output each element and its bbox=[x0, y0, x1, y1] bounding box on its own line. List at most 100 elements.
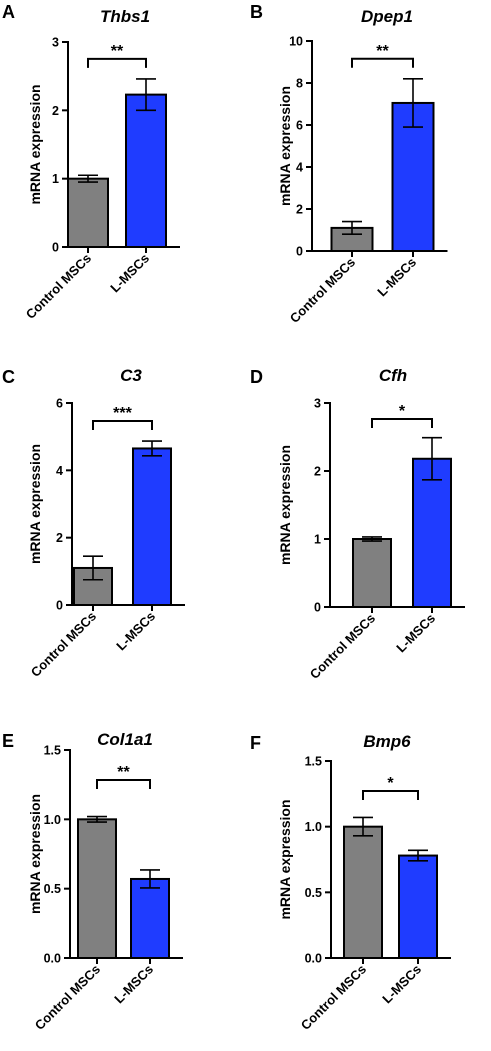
significance-bracket bbox=[87, 57, 147, 68]
y-tick-label: 0.0 bbox=[305, 952, 322, 966]
y-tick-label: 8 bbox=[296, 77, 303, 91]
error-bar-control-mscs bbox=[78, 174, 98, 183]
significance-bracket bbox=[371, 418, 433, 428]
panel-letter: B bbox=[250, 2, 263, 22]
category-label-control-mscs: Control MSCs bbox=[298, 962, 369, 1033]
panel-c3: C C3 mRNA expression 0 2 4 6 Control MSCs L-MSCs… bbox=[2, 366, 185, 680]
category-label-l-mscs: L-MSCs bbox=[393, 611, 438, 656]
y-tick-label: 0 bbox=[314, 601, 321, 615]
panel-letter: D bbox=[250, 367, 263, 387]
y-tick-label: 0.5 bbox=[44, 882, 61, 896]
error-bar-l-mscs bbox=[408, 849, 428, 862]
panel-col1a1: E Col1a1 mRNA expression 0.0 0.5 1.0 1.5 Contro… bbox=[2, 730, 183, 1033]
error-bar-control-mscs bbox=[83, 555, 103, 581]
y-tick-label: 0 bbox=[52, 241, 59, 255]
y-tick-label: 1.5 bbox=[44, 744, 61, 758]
chart-title: Bmp6 bbox=[363, 732, 411, 751]
y-axis-label: mRNA expression bbox=[277, 86, 293, 206]
significance-label: * bbox=[399, 403, 406, 420]
y-tick-label: 6 bbox=[296, 119, 303, 133]
error-bar-l-mscs bbox=[403, 78, 423, 128]
significance-label: ** bbox=[117, 764, 130, 781]
error-bar-l-mscs bbox=[142, 440, 162, 457]
significance-label: ** bbox=[111, 43, 124, 60]
panel-bmp6: F Bmp6 mRNA expression 0.0 0.5 1.0 1.5 Control … bbox=[250, 732, 451, 1033]
panel-letter: C bbox=[2, 367, 15, 387]
category-label-l-mscs: L-MSCs bbox=[111, 962, 156, 1007]
y-axis-label: mRNA expression bbox=[27, 794, 43, 914]
y-tick-label: 2 bbox=[296, 203, 303, 217]
bar-l-mscs bbox=[132, 447, 172, 607]
y-tick-label: 1.5 bbox=[305, 755, 322, 769]
bar-l-mscs bbox=[398, 854, 438, 959]
y-tick-label: 6 bbox=[56, 397, 63, 411]
bracket-line bbox=[92, 420, 153, 431]
y-tick-label: 3 bbox=[52, 36, 59, 50]
panel-cfh: D Cfh mRNA expression 0 1 2 3 Control MSCs L-MSC… bbox=[250, 366, 465, 682]
bar-control-mscs bbox=[352, 538, 392, 608]
y-tick-label: 1.0 bbox=[44, 813, 61, 827]
bar-control-mscs bbox=[67, 177, 109, 249]
y-tick-label: 0 bbox=[56, 599, 63, 613]
bar-l-mscs bbox=[130, 877, 170, 960]
y-tick-label: 10 bbox=[289, 35, 303, 49]
y-tick-label: 1 bbox=[314, 533, 321, 547]
category-label-control-mscs: Control MSCs bbox=[287, 255, 358, 326]
category-label-control-mscs: Control MSCs bbox=[28, 609, 99, 680]
chart-title: Thbs1 bbox=[100, 7, 150, 26]
error-bar-control-mscs bbox=[342, 220, 362, 235]
error-bar-control-mscs bbox=[87, 815, 107, 823]
error-bar-control-mscs bbox=[353, 816, 373, 837]
category-label-control-mscs: Control MSCs bbox=[32, 962, 103, 1033]
category-label-l-mscs: L-MSCs bbox=[113, 609, 158, 654]
panel-letter: E bbox=[2, 731, 14, 751]
significance-bracket bbox=[96, 779, 151, 789]
bar-control-mscs bbox=[343, 825, 383, 960]
y-axis-label: mRNA expression bbox=[277, 445, 293, 565]
y-axis-label: mRNA expression bbox=[27, 444, 43, 564]
category-label-control-mscs: Control MSCs bbox=[23, 251, 94, 322]
chart-title: Dpep1 bbox=[361, 7, 413, 26]
y-axis-label: mRNA expression bbox=[277, 799, 293, 919]
panel-thbs1: A Thbs1 mRNA expression 0 1 2 3 Control MSCs L-M… bbox=[2, 2, 180, 322]
significance-bracket bbox=[351, 57, 414, 68]
y-tick-label: 2 bbox=[314, 465, 321, 479]
category-label-l-mscs: L-MSCs bbox=[374, 255, 419, 300]
chart-title: Col1a1 bbox=[97, 730, 153, 749]
y-axis-label: mRNA expression bbox=[27, 84, 43, 204]
significance-bracket bbox=[92, 420, 153, 431]
error-bar-control-mscs bbox=[362, 536, 382, 542]
error-bar-l-mscs bbox=[140, 869, 160, 889]
significance-label: * bbox=[387, 775, 394, 792]
y-tick-label: 2 bbox=[52, 104, 59, 118]
bracket-line bbox=[351, 57, 414, 68]
significance-label: ** bbox=[376, 43, 389, 60]
y-tick-label: 0 bbox=[296, 245, 303, 259]
category-label-l-mscs: L-MSCs bbox=[379, 962, 424, 1007]
chart-title: C3 bbox=[120, 366, 142, 385]
bar-l-mscs bbox=[412, 457, 452, 609]
y-tick-label: 4 bbox=[296, 161, 303, 175]
y-tick-label: 4 bbox=[56, 464, 63, 478]
panel-letter: F bbox=[250, 733, 261, 753]
error-bar-l-mscs bbox=[136, 78, 156, 112]
significance-bracket bbox=[362, 790, 419, 800]
y-tick-label: 0.5 bbox=[305, 886, 322, 900]
y-tick-label: 1.0 bbox=[305, 820, 322, 834]
category-label-control-mscs: Control MSCs bbox=[307, 611, 378, 682]
y-tick-label: 3 bbox=[314, 397, 321, 411]
panel-dpep1: B Dpep1 mRNA expression 0 2 4 6 8 10 Control MSCs… bbox=[250, 2, 448, 326]
y-tick-label: 1 bbox=[52, 172, 59, 186]
bracket-line bbox=[371, 418, 433, 428]
y-tick-label: 2 bbox=[56, 531, 63, 545]
chart-title: Cfh bbox=[379, 366, 407, 385]
significance-label: *** bbox=[113, 405, 132, 422]
bracket-line bbox=[96, 779, 151, 789]
y-tick-label: 0.0 bbox=[44, 952, 61, 966]
bar-control-mscs bbox=[77, 818, 117, 959]
bracket-line bbox=[362, 790, 419, 800]
panel-letter: A bbox=[2, 2, 15, 22]
bar-l-mscs bbox=[125, 93, 167, 248]
error-bar-l-mscs bbox=[422, 436, 442, 481]
